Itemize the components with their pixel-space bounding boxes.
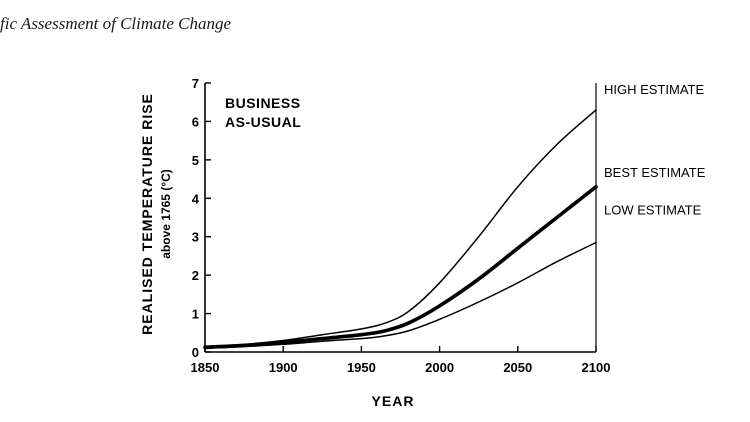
y-tick-label: 3 — [192, 230, 199, 245]
best-estimate-label: BEST ESTIMATE — [604, 165, 706, 180]
x-tick-label: 1900 — [269, 360, 298, 375]
y-axis-subtitle: above 1765 (°C) — [159, 169, 173, 259]
x-axis-title: YEAR — [372, 393, 415, 409]
low-estimate-line — [204, 241, 597, 349]
chart-labels: HIGH ESTIMATE BEST ESTIMATE LOW ESTIMATE — [604, 82, 706, 218]
best-estimate-line — [203, 185, 598, 350]
y-axis-title: REALISED TEMPERATURE RISE — [139, 93, 155, 335]
y-tick-label: 5 — [192, 153, 199, 168]
high-estimate-line — [204, 109, 597, 347]
y-tick-label: 4 — [192, 191, 200, 206]
x-tick-label: 2000 — [425, 360, 454, 375]
y-tick-label: 7 — [192, 76, 199, 91]
chart-series-lines — [203, 109, 598, 350]
y-tick-label: 6 — [192, 114, 199, 129]
y-tick-label: 1 — [192, 307, 199, 322]
x-tick-label: 1950 — [347, 360, 376, 375]
x-tick-label: 1850 — [191, 360, 220, 375]
x-tick-label: 2050 — [503, 360, 532, 375]
y-tick-label: 0 — [192, 345, 199, 360]
y-tick-label: 2 — [192, 268, 199, 283]
panel-label-line-1: BUSINESS — [225, 95, 301, 111]
chart-ticks: 0 1 2 3 4 5 6 7 1850 1900 1950 2000 2050 2100 — [191, 76, 611, 375]
running-header: fic Assessment of Climate Change — [0, 14, 232, 33]
x-tick-label: 2100 — [582, 360, 611, 375]
high-estimate-label: HIGH ESTIMATE — [604, 82, 704, 97]
chart-axes — [204, 83, 597, 353]
panel-label-line-2: AS-USUAL — [225, 114, 301, 130]
low-estimate-label: LOW ESTIMATE — [604, 202, 702, 217]
